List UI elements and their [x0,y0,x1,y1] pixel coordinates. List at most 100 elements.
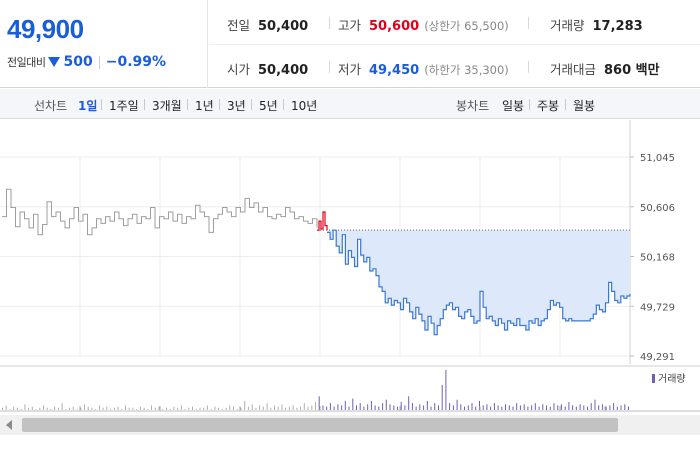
volume-bar [110,408,112,410]
down-triangle-icon [48,57,61,67]
volume-bar [408,396,410,410]
volume-bar [370,400,372,410]
volume-bar [139,406,141,410]
volume-bar [467,405,469,410]
upper-limit: (상한가 65,500) [424,19,509,33]
volume-bar [374,405,376,410]
volume-bar [341,405,343,410]
volume-bar [61,403,63,410]
divider [283,99,284,110]
period-10year[interactable]: 10년 [291,99,318,113]
volume-bar [382,403,384,410]
volume-bar [479,400,480,410]
volume-bar [490,406,492,410]
volume-bar [180,405,182,410]
stat-label: 전일 [227,18,251,33]
horizontal-scrollbar[interactable] [0,415,700,435]
volume-bar [415,406,417,410]
volume-bar [493,403,495,410]
scroll-thumb[interactable] [22,418,618,432]
volume-bar [471,403,473,410]
y-tick-label: 49,729 [640,302,675,313]
divider [219,99,220,110]
volume-bar [441,384,443,410]
candle-daily[interactable]: 일봉 [502,99,525,113]
row-divider [209,44,700,45]
change-value: 500 [63,54,93,70]
period-selector-bar: 선차트 1일 1주일 3개월 1년 3년 5년 10년 봉차트 일봉 주봉 월봉 [0,89,700,119]
volume-bar [54,406,56,410]
volume-bar [434,403,436,410]
volume-bar [125,405,126,410]
volume-bar [616,406,618,410]
stat-label: 거래대금 [550,62,597,77]
candle-monthly[interactable]: 월봉 [573,99,596,113]
stat-open: 시가 50,400 [227,59,308,78]
volume-bar [281,404,283,410]
volume-bar [628,406,629,410]
volume-bar [270,407,272,410]
volume-bar [188,407,190,410]
volume-bar [430,406,432,410]
volume-bar [16,407,18,410]
volume-bar [419,404,421,410]
volume-bar [9,408,11,410]
prev-day-line [2,188,318,236]
volume-bar [549,406,551,410]
volume-bar [95,408,97,410]
volume-bar [464,406,465,410]
volume-bar [2,407,3,410]
price-lines [2,188,631,336]
volume-bar [553,403,555,410]
y-tick-label: 49,291 [640,352,675,363]
volume-bar [456,399,458,410]
period-1day[interactable]: 1일 [78,99,98,113]
stat-value: 860 백만 [604,63,660,78]
divider [187,99,188,110]
volume-bar [575,406,577,410]
volume-bar [20,408,22,410]
volume-bar [28,407,30,410]
stat-label: 거래량 [550,18,585,33]
stat-value: 49,450 [369,63,420,78]
period-5year[interactable]: 5년 [259,99,278,113]
current-price: 49,900 [7,14,84,44]
volume-bar [624,404,626,410]
stat-value: 50,600 [369,19,420,34]
volume-bar [523,404,525,410]
volume-bar [262,406,264,410]
volume-bar [76,408,78,410]
period-1year[interactable]: 1년 [195,99,214,113]
volume-bar [91,407,93,410]
period-3year[interactable]: 3년 [227,99,246,113]
volume-bar [143,407,145,410]
volume-bar [449,403,451,410]
price-box: 49,900 전일대비 500 −0.99% [0,0,208,88]
scroll-left-arrow-icon[interactable] [6,420,12,430]
volume-bar [411,403,413,410]
volume-bar [445,370,447,410]
volume-bar [80,407,82,410]
stat-label: 고가 [338,18,362,33]
period-3month[interactable]: 3개월 [152,99,182,113]
volume-bar [225,407,227,410]
volume-bar [236,408,238,410]
volume-bar [113,407,115,410]
volume-legend-label: 거래량 [658,373,686,385]
volume-bar [5,405,7,410]
divider [565,99,566,110]
volume-bar [605,406,607,410]
volume-bar [177,407,179,410]
volume-bar [348,406,350,410]
volume-bar [397,406,398,410]
volume-bar [151,405,152,410]
volume-bar [564,406,566,410]
period-1week[interactable]: 1주일 [109,99,139,113]
volume-bar [162,408,164,410]
candle-weekly[interactable]: 주봉 [537,99,560,113]
volume-bar [534,403,536,410]
stat-value: 50,400 [258,63,309,78]
volume-bar [132,407,134,410]
volume-bar [300,406,302,410]
volume-bar [367,404,369,410]
